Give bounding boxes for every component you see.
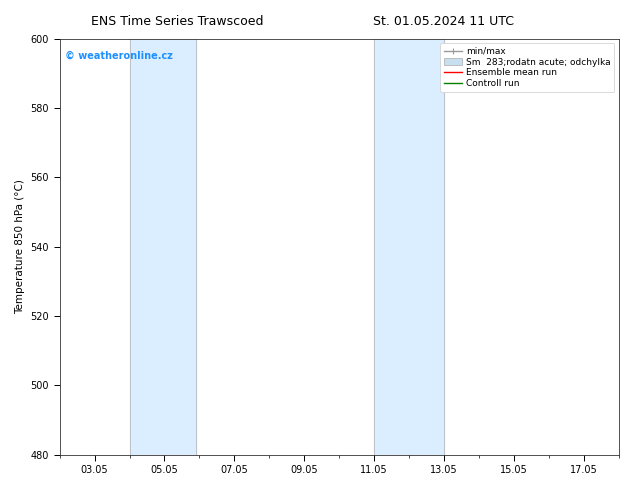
Bar <box>129 39 196 455</box>
Bar <box>374 39 444 455</box>
Text: ENS Time Series Trawscoed: ENS Time Series Trawscoed <box>91 15 264 28</box>
Y-axis label: Temperature 850 hPa (°C): Temperature 850 hPa (°C) <box>15 179 25 314</box>
Text: © weatheronline.cz: © weatheronline.cz <box>65 51 173 61</box>
Legend: min/max, Sm  283;rodatn acute; odchylka, Ensemble mean run, Controll run: min/max, Sm 283;rodatn acute; odchylka, … <box>440 43 614 92</box>
Text: St. 01.05.2024 11 UTC: St. 01.05.2024 11 UTC <box>373 15 514 28</box>
